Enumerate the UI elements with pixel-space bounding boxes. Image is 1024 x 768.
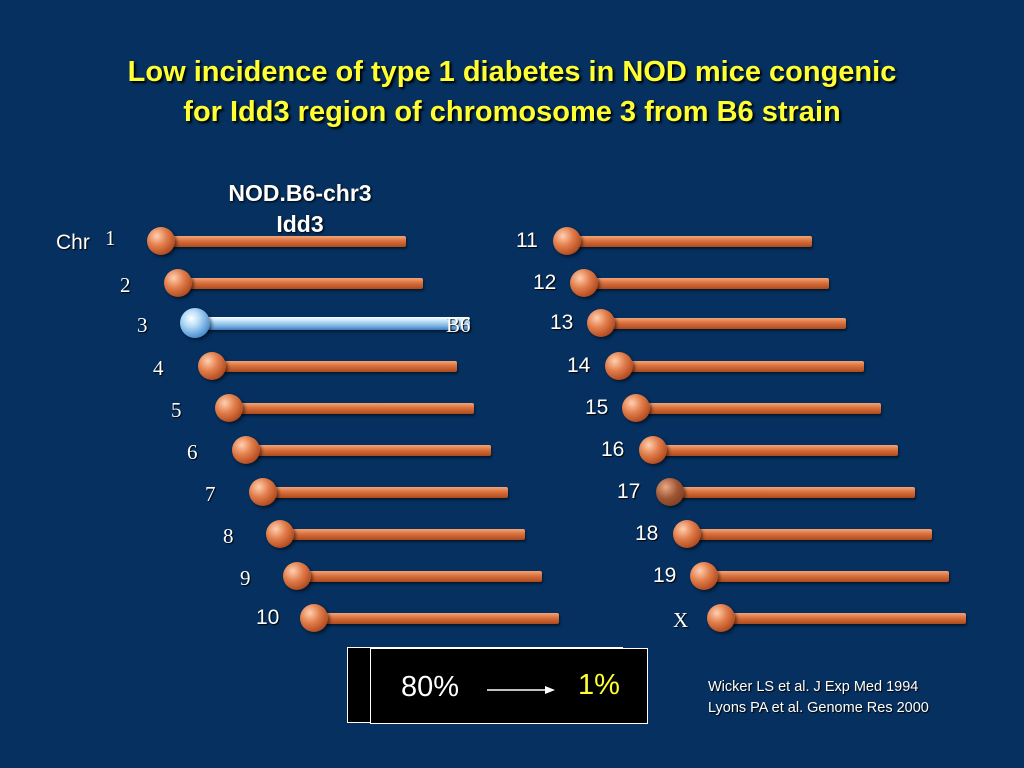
centromere (587, 309, 615, 337)
centromere (656, 478, 684, 506)
chromosome-label: 6 (187, 440, 198, 464)
centromere (690, 562, 718, 590)
centromere (147, 227, 175, 255)
chromosome-label: 8 (223, 524, 234, 548)
chromosome-label: 13 (550, 311, 574, 334)
b6-label: B6 (446, 313, 471, 337)
chromosome-arm (697, 529, 932, 540)
centromere (283, 562, 311, 590)
chromosome-arm (171, 236, 406, 247)
centromere (673, 520, 701, 548)
title-line-2: for Idd3 region of chromosome 3 from B6 … (183, 96, 841, 128)
chromosome-arm (714, 571, 949, 582)
chromosome-arm (731, 613, 966, 624)
reference-1: Wicker LS et al. J Exp Med 1994 (708, 679, 919, 695)
chromosome-arm (629, 361, 864, 372)
chromosome-label: 17 (617, 480, 641, 503)
chromosome-arm (256, 445, 491, 456)
chromosome-label: 1 (105, 226, 116, 250)
chromosome-label: 9 (240, 566, 251, 590)
chromosome-arm (646, 403, 881, 414)
incidence-to: 1% (578, 669, 620, 701)
centromere (707, 604, 735, 632)
chr-heading: Chr (56, 231, 90, 254)
chromosome-label: 5 (171, 398, 182, 422)
centromere (605, 352, 633, 380)
centromere (553, 227, 581, 255)
chromosome-arm (239, 403, 474, 414)
strain-label: NOD.B6-chr3 Idd3 (180, 178, 420, 240)
chromosome-label: 18 (635, 522, 659, 545)
chromosome-label: 2 (120, 273, 131, 297)
chromosome-label: 10 (256, 606, 280, 629)
chromosome-arm (307, 571, 542, 582)
chromosome-arm (188, 278, 423, 289)
centromere (266, 520, 294, 548)
chromosome-arm (680, 487, 915, 498)
chromosome-arm (663, 445, 898, 456)
chromosome-arm (222, 361, 457, 372)
chromosome-arm (290, 529, 525, 540)
strain-label-line-1: NOD.B6-chr3 (228, 180, 372, 206)
incidence-box: 80% 1% (370, 648, 648, 724)
title-line-1: Low incidence of type 1 diabetes in NOD … (127, 56, 897, 88)
chromosome-label: 7 (205, 482, 216, 506)
centromere (164, 269, 192, 297)
slide-title: Low incidence of type 1 diabetes in NOD … (40, 52, 984, 132)
chromosome-label: 4 (153, 356, 164, 380)
chromosome-label: 15 (585, 396, 609, 419)
chromosome-label: X (673, 608, 689, 632)
chromosome-label: 12 (533, 271, 557, 294)
centromere (622, 394, 650, 422)
chromosome-arm (611, 318, 846, 329)
chromosome-arm (577, 236, 812, 247)
strain-label-line-2: Idd3 (276, 211, 324, 237)
chromosome-label: 16 (601, 438, 625, 461)
centromere (249, 478, 277, 506)
centromere (198, 352, 226, 380)
chromosome-arm (594, 278, 829, 289)
references: Wicker LS et al. J Exp Med 1994 Lyons PA… (708, 679, 978, 715)
chromosome-arm (324, 613, 559, 624)
chromosome-label: 3 (137, 313, 148, 337)
centromere (300, 604, 328, 632)
centromere (639, 436, 667, 464)
chromosome-label: 11 (516, 229, 538, 252)
reference-2: Lyons PA et al. Genome Res 2000 (708, 700, 929, 716)
chromosome-arm (273, 487, 508, 498)
arrow-right-icon (487, 686, 555, 694)
centromere (232, 436, 260, 464)
chromosome-label: 14 (567, 354, 591, 377)
chromosome-label: 19 (653, 564, 677, 587)
centromere-b6 (180, 308, 210, 338)
incidence-from: 80% (401, 671, 460, 703)
centromere (570, 269, 598, 297)
chromosome-arm-b6 (205, 317, 470, 330)
centromere (215, 394, 243, 422)
